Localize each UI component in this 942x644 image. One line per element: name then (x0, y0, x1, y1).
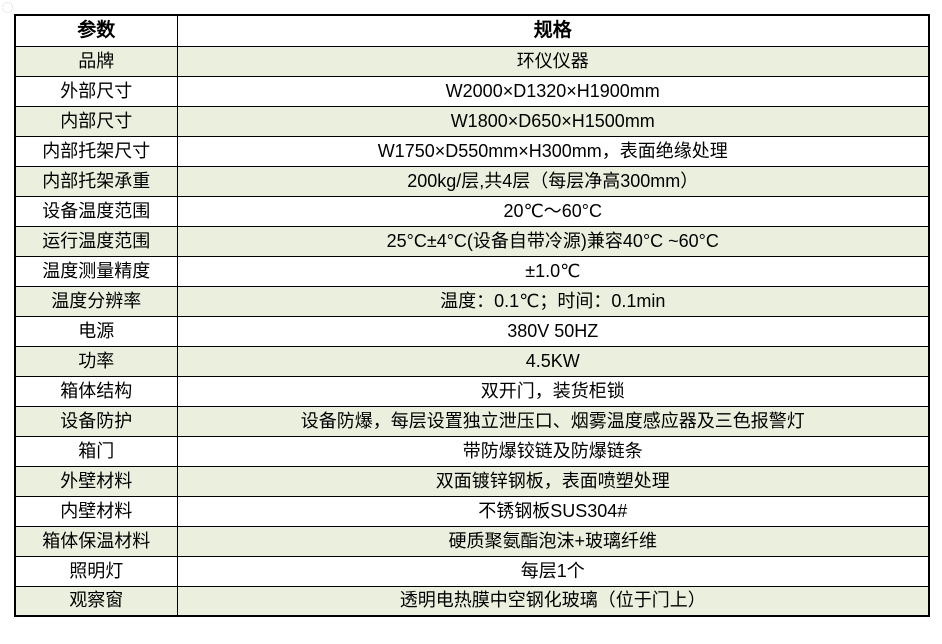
param-cell: 品牌 (14, 45, 178, 77)
spec-cell: 双开门，装货柜锁 (176, 375, 930, 407)
spec-row-temp-resolution: 温度分辨率 温度：0.1℃；时间：0.1min (14, 285, 930, 317)
spec-row-cabinet-door: 箱门 带防爆铰链及防爆链条 (14, 435, 930, 467)
spec-cell: ±1.0℃ (176, 255, 930, 287)
param-cell: 箱体结构 (14, 375, 178, 407)
param-cell: 内部尺寸 (14, 105, 178, 137)
spec-cell: 4.5KW (176, 345, 930, 377)
spec-row-insulation-material: 箱体保温材料 硬质聚氨酯泡沫+玻璃纤维 (14, 525, 930, 557)
spec-row-device-temp-range: 设备温度范围 20℃～60°C (14, 195, 930, 227)
spec-cell: 20℃～60°C (176, 195, 930, 227)
spec-cell: 每层1个 (176, 555, 930, 587)
spec-cell: W1800×D650×H1500mm (176, 105, 930, 137)
spec-cell: 25°C±4°C(设备自带冷源)兼容40°C ~60°C (176, 225, 930, 257)
param-cell: 设备温度范围 (14, 195, 178, 227)
spec-row-observation-window: 观察窗 透明电热膜中空钢化玻璃（位于门上） (14, 585, 930, 617)
spec-row-external-size: 外部尺寸 W2000×D1320×H1900mm (14, 75, 930, 107)
spec-row-cabinet-structure: 箱体结构 双开门，装货柜锁 (14, 375, 930, 407)
spec-row-outer-wall-material: 外壁材料 双面镀锌钢板，表面喷塑处理 (14, 465, 930, 497)
spec-row-power-supply: 电源 380V 50HZ (14, 315, 930, 347)
spec-table-header: 参数 规格 (14, 14, 930, 47)
spec-row-lighting: 照明灯 每层1个 (14, 555, 930, 587)
spec-row-internal-size: 内部尺寸 W1800×D650×H1500mm (14, 105, 930, 137)
param-cell: 设备防护 (14, 405, 178, 437)
header-spec-cell: 规格 (176, 14, 930, 47)
param-cell: 功率 (14, 345, 178, 377)
param-cell: 箱体保温材料 (14, 525, 178, 557)
param-cell: 内壁材料 (14, 495, 178, 527)
spec-row-inner-wall-material: 内壁材料 不锈钢板SUS304# (14, 495, 930, 527)
spec-cell: 不锈钢板SUS304# (176, 495, 930, 527)
spec-row-rack-load: 内部托架承重 200kg/层,共4层（每层净高300mm） (14, 165, 930, 197)
spec-cell: 硬质聚氨酯泡沫+玻璃纤维 (176, 525, 930, 557)
spec-row-power: 功率 4.5KW (14, 345, 930, 377)
spec-cell: 温度：0.1℃；时间：0.1min (176, 285, 930, 317)
spec-row-operating-temp-range: 运行温度范围 25°C±4°C(设备自带冷源)兼容40°C ~60°C (14, 225, 930, 257)
spec-row-temp-accuracy: 温度测量精度 ±1.0℃ (14, 255, 930, 287)
spec-cell: W2000×D1320×H1900mm (176, 75, 930, 107)
spec-row-brand: 品牌 环仪仪器 (14, 45, 930, 77)
header-param-cell: 参数 (14, 14, 178, 47)
param-cell: 温度测量精度 (14, 255, 178, 287)
spec-row-device-protection: 设备防护 设备防爆，每层设置独立泄压口、烟雾温度感应器及三色报警灯 (14, 405, 930, 437)
spec-row-rack-size: 内部托架尺寸 W1750×D550mm×H300mm，表面绝缘处理 (14, 135, 930, 167)
spec-cell: 透明电热膜中空钢化玻璃（位于门上） (176, 585, 930, 617)
spec-cell: 双面镀锌钢板，表面喷塑处理 (176, 465, 930, 497)
param-cell: 外部尺寸 (14, 75, 178, 107)
param-cell: 内部托架承重 (14, 165, 178, 197)
param-cell: 运行温度范围 (14, 225, 178, 257)
param-cell: 温度分辨率 (14, 285, 178, 317)
param-cell: 电源 (14, 315, 178, 347)
param-cell: 外壁材料 (14, 465, 178, 497)
header-row: 参数 规格 (14, 14, 930, 47)
param-cell: 内部托架尺寸 (14, 135, 178, 167)
spec-cell: 380V 50HZ (176, 315, 930, 347)
param-cell: 箱门 (14, 435, 178, 467)
scan-artifact-dot (2, 2, 13, 13)
param-cell: 观察窗 (14, 585, 178, 617)
param-cell: 照明灯 (14, 555, 178, 587)
spec-cell: 带防爆铰链及防爆链条 (176, 435, 930, 467)
spec-cell: W1750×D550mm×H300mm，表面绝缘处理 (176, 135, 930, 167)
spec-table-body: 品牌 环仪仪器 外部尺寸 W2000×D1320×H1900mm 内部尺寸 W1… (14, 45, 930, 617)
spec-cell: 设备防爆，每层设置独立泄压口、烟雾温度感应器及三色报警灯 (176, 405, 930, 437)
spec-table: 参数 规格 品牌 环仪仪器 外部尺寸 W2000×D1320×H1900mm 内… (14, 14, 930, 617)
spec-cell: 环仪仪器 (176, 45, 930, 77)
spec-cell: 200kg/层,共4层（每层净高300mm） (176, 165, 930, 197)
